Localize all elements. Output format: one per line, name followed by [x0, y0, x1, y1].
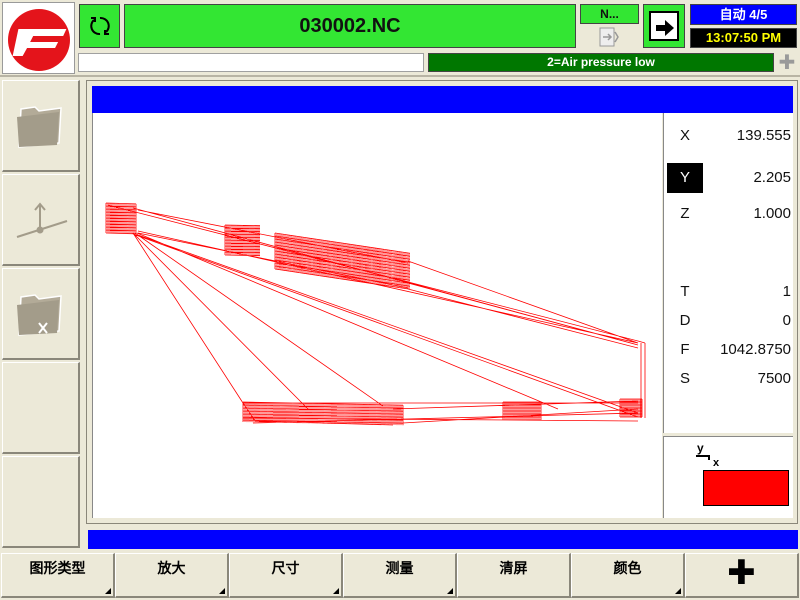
side-axis-point-button[interactable]: [2, 174, 80, 266]
side-empty-button-5[interactable]: [2, 456, 80, 548]
brand-logo: [2, 2, 75, 74]
side-empty-button-4[interactable]: [2, 362, 80, 454]
softkey-dimension[interactable]: 尺寸: [229, 553, 343, 598]
softkey-label: 图形类型: [29, 561, 86, 577]
coord-row-d: D 0: [664, 306, 794, 336]
coord-value-s: 7500: [757, 370, 791, 387]
operation-mode-display: 自动 4/5: [690, 4, 797, 25]
toolpath-lines: [105, 202, 646, 426]
coord-label-x[interactable]: X: [679, 127, 690, 144]
coordinate-panel: X 139.555 Y 2.205 Z 1.000 T 1 D 0 F 1042…: [663, 113, 793, 433]
arrow-right-icon: [656, 20, 674, 36]
coord-value-t: 1: [782, 283, 791, 300]
path-color-swatch[interactable]: [703, 470, 789, 506]
softkey-measure[interactable]: 测量: [343, 553, 457, 598]
coord-value-x: 139.555: [736, 127, 791, 144]
alarm-more-icon[interactable]: ✚: [778, 50, 796, 74]
exit-button[interactable]: [643, 4, 685, 48]
softkey-label: 清屏: [499, 561, 528, 577]
side-folder-delete-button[interactable]: [2, 268, 80, 360]
clock-display: 13:07:50 PM: [690, 28, 797, 48]
coord-row-s: S 7500: [664, 364, 794, 394]
cycle-refresh-button[interactable]: [79, 4, 120, 48]
folder-delete-icon: [17, 294, 62, 336]
header-divider: [0, 75, 800, 77]
coord-label-d: D: [679, 312, 691, 329]
submenu-corner-icon: [447, 588, 453, 594]
coord-row-f: F 1042.8750: [664, 335, 794, 365]
refresh-icon: [90, 16, 110, 36]
toolpath-plot[interactable]: [92, 113, 662, 518]
axis-color-panel: y x: [663, 436, 793, 518]
coord-label-s: S: [679, 370, 690, 387]
block-number-indicator: N...: [580, 4, 639, 24]
plus-icon: ✚: [727, 553, 756, 593]
softkey-clear-screen[interactable]: 清屏: [457, 553, 571, 598]
toolpath-drawing: [105, 202, 646, 426]
coord-label-f: F: [680, 341, 690, 358]
program-name-display[interactable]: 030002.NC: [124, 4, 576, 48]
folder-icon: [17, 106, 62, 148]
softkey-color[interactable]: 颜色: [571, 553, 685, 598]
submenu-corner-icon: [333, 588, 339, 594]
coord-row-t: T 1: [664, 277, 794, 307]
softkey-zoom[interactable]: 放大: [115, 553, 229, 598]
coord-row-z: Z 1.000: [664, 199, 794, 229]
axis-point-icon: [16, 202, 68, 238]
submenu-corner-icon: [675, 588, 681, 594]
graphics-status-bar: [88, 530, 798, 549]
axis-corner-line: [696, 455, 710, 457]
coord-label-y[interactable]: Y: [667, 163, 703, 193]
axis-corner-tick: [708, 455, 710, 460]
coord-value-z: 1.000: [753, 205, 791, 222]
coord-label-t: T: [680, 283, 690, 300]
softkey-label: 测量: [385, 561, 414, 577]
axis-x-label: x: [713, 457, 720, 469]
coord-row-x: X 139.555: [664, 121, 794, 151]
alarm-message-bar[interactable]: 2=Air pressure low: [428, 53, 774, 72]
softkey-label: 颜色: [613, 561, 642, 577]
axis-y-label: y: [697, 441, 704, 455]
side-open-folder-button[interactable]: [2, 80, 80, 172]
softkey-label: 尺寸: [271, 561, 300, 577]
submenu-corner-icon: [105, 588, 111, 594]
softkey-more[interactable]: ✚: [685, 553, 799, 598]
coord-value-d: 0: [782, 312, 791, 329]
softkey-graph-type[interactable]: 图形类型: [1, 553, 115, 598]
command-input-line[interactable]: [78, 53, 424, 72]
submenu-corner-icon: [219, 588, 225, 594]
softkey-label: 放大: [157, 561, 186, 577]
coord-label-z[interactable]: Z: [680, 205, 690, 222]
coord-row-y: Y 2.205: [664, 163, 794, 193]
coord-value-f: 1042.8750: [720, 341, 791, 358]
graphics-title-bar: [92, 86, 793, 113]
document-arrow-icon[interactable]: [597, 26, 621, 48]
coord-value-y: 2.205: [753, 169, 791, 186]
